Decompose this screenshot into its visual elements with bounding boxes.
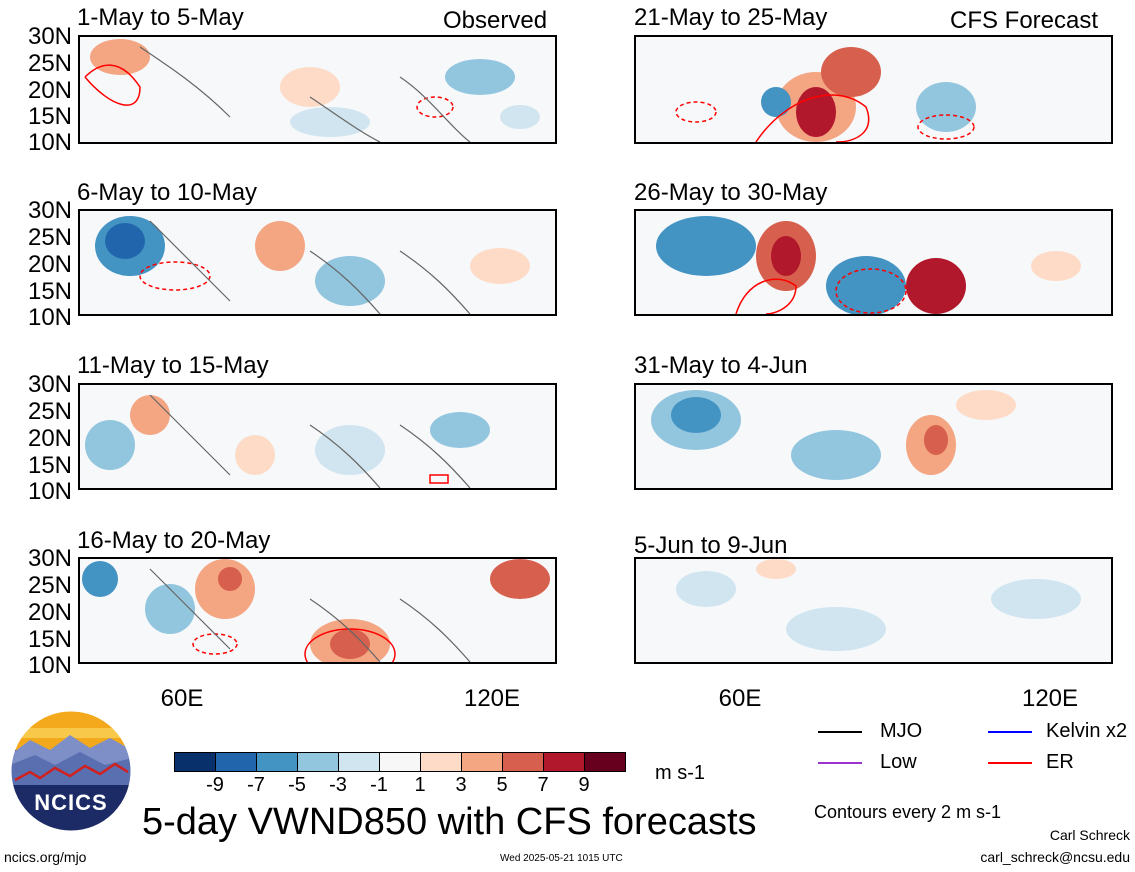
- y-tick: 10N: [27, 129, 72, 156]
- legend-label-kelvin: Kelvin x2: [1046, 720, 1128, 742]
- x-tick: 60E: [160, 685, 204, 712]
- y-tick: 20N: [27, 251, 72, 278]
- map-panel-2: [78, 209, 557, 316]
- panel-title: 16-May to 20-May: [77, 527, 271, 554]
- colorbar-swatch: [175, 753, 215, 771]
- y-tick: 10N: [27, 652, 72, 679]
- panel-title: 31-May to 4-Jun: [634, 352, 808, 379]
- colorbar-label: -7: [247, 774, 265, 796]
- colorbar-swatch: [502, 753, 543, 771]
- x-tick: 60E: [718, 685, 762, 712]
- colorbar: [174, 752, 626, 772]
- y-tick: 25N: [27, 224, 72, 251]
- legend-label-er: ER: [1046, 751, 1074, 773]
- colorbar-swatch: [461, 753, 502, 771]
- legend-line-kelvin: [988, 731, 1032, 733]
- y-tick: 15N: [27, 103, 72, 130]
- logo-text: NCICS: [34, 790, 108, 815]
- map-panel-7: [634, 383, 1113, 490]
- y-tick: 30N: [27, 23, 72, 50]
- colorbar-swatch: [256, 753, 297, 771]
- y-tick: 30N: [27, 545, 72, 572]
- footer-timestamp: Wed 2025-05-21 1015 UTC: [500, 853, 623, 864]
- colorbar-swatch: [297, 753, 338, 771]
- y-tick: 10N: [27, 478, 72, 505]
- colorbar-units: m s-1: [655, 762, 705, 784]
- y-tick: 15N: [27, 626, 72, 653]
- contour-note: Contours every 2 m s-1: [814, 802, 1002, 822]
- panel-title: 6-May to 10-May: [77, 179, 258, 206]
- map-panel-4: [78, 557, 557, 664]
- forecast-label: CFS Forecast: [950, 7, 1099, 34]
- legend-label-mjo: MJO: [880, 720, 923, 742]
- map-panel-5: [634, 35, 1113, 144]
- ncics-logo: NCICS: [10, 710, 132, 832]
- x-tick: 120E: [1021, 685, 1079, 712]
- map-panel-1: [78, 35, 557, 144]
- panel-title: 1-May to 5-May: [77, 4, 244, 31]
- panel-title: 5-Jun to 9-Jun: [634, 532, 788, 559]
- colorbar-swatch: [379, 753, 420, 771]
- y-tick: 15N: [27, 278, 72, 305]
- main-title: 5-day VWND850 with CFS forecasts: [142, 801, 757, 843]
- y-tick: 30N: [27, 371, 72, 398]
- y-tick: 25N: [27, 50, 72, 77]
- y-tick: 20N: [27, 599, 72, 626]
- colorbar-label: 5: [496, 774, 508, 796]
- y-tick: 20N: [27, 425, 72, 452]
- colorbar-swatch: [584, 753, 625, 771]
- colorbar-label: 7: [537, 774, 549, 796]
- map-panel-6: [634, 209, 1113, 316]
- footer-email: carl_schreck@ncsu.edu: [980, 849, 1130, 865]
- legend-label-low: Low: [880, 751, 917, 773]
- colorbar-swatch: [420, 753, 461, 771]
- y-tick: 10N: [27, 304, 72, 331]
- x-tick: 120E: [463, 685, 521, 712]
- colorbar-swatch: [215, 753, 256, 771]
- colorbar-label: -1: [370, 774, 388, 796]
- colorbar-label: -9: [206, 774, 224, 796]
- footer-url: ncics.org/mjo: [4, 849, 87, 865]
- y-tick: 25N: [27, 398, 72, 425]
- colorbar-label: 1: [414, 774, 426, 796]
- colorbar-label: -3: [329, 774, 347, 796]
- legend-line-mjo: [818, 731, 862, 733]
- y-tick: 30N: [27, 197, 72, 224]
- colorbar-swatch: [338, 753, 379, 771]
- map-panel-8: [634, 557, 1113, 664]
- footer-author: Carl Schreck: [1049, 827, 1130, 843]
- y-tick: 15N: [27, 452, 72, 479]
- colorbar-label: 3: [455, 774, 467, 796]
- legend-line-low: [818, 762, 862, 764]
- colorbar-label: 9: [578, 774, 590, 796]
- panel-title: 26-May to 30-May: [634, 179, 828, 206]
- map-panel-3: [78, 383, 557, 490]
- legend-line-er: [988, 762, 1032, 764]
- y-tick: 20N: [27, 77, 72, 104]
- colorbar-label: -5: [288, 774, 306, 796]
- y-tick: 25N: [27, 572, 72, 599]
- observed-label: Observed: [443, 7, 548, 34]
- panel-title: 11-May to 15-May: [77, 352, 269, 379]
- colorbar-swatch: [543, 753, 584, 771]
- panel-title: 21-May to 25-May: [634, 4, 828, 31]
